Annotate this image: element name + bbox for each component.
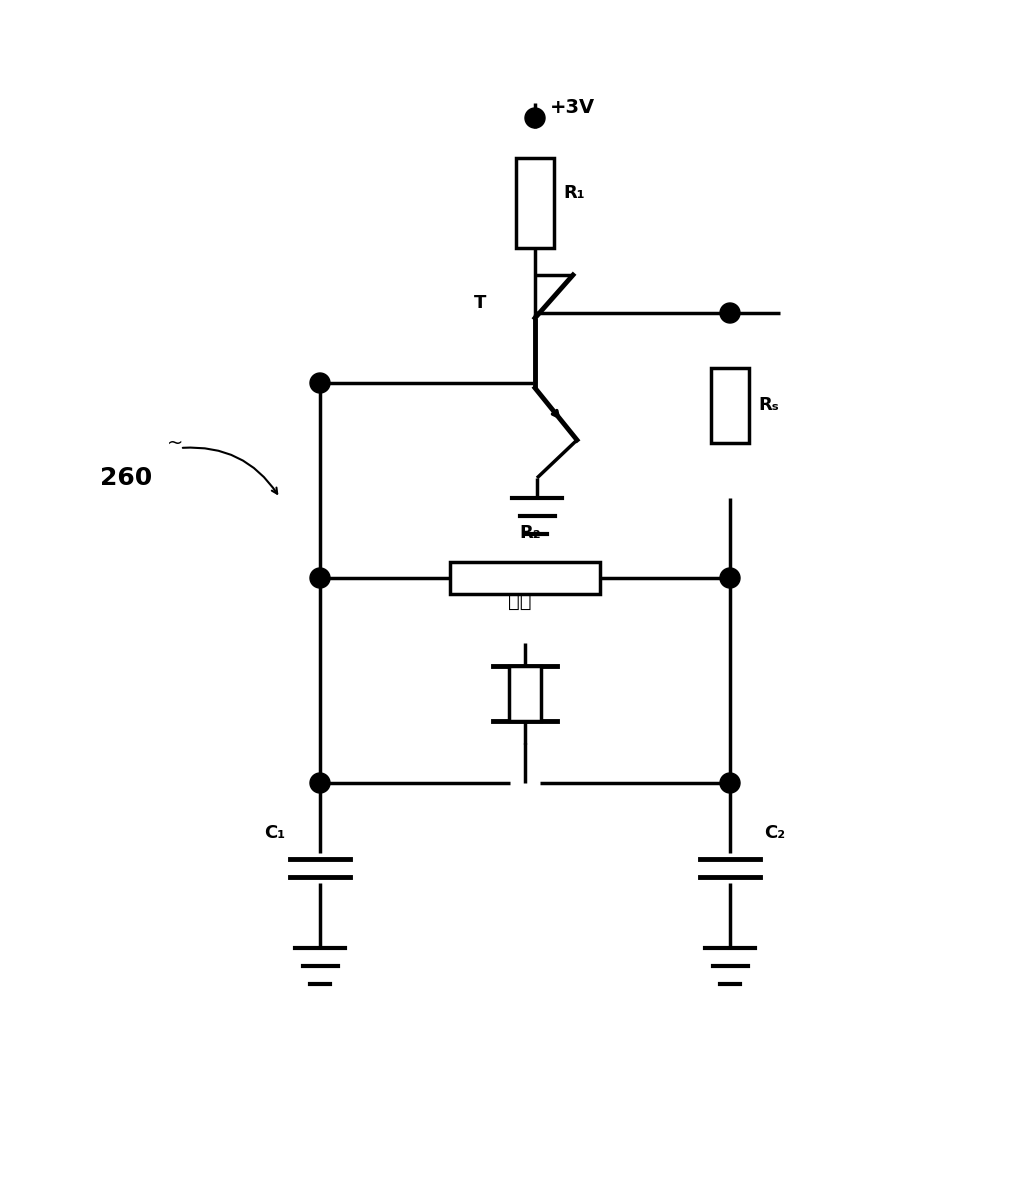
FancyBboxPatch shape [711,368,749,443]
Circle shape [310,568,330,588]
Text: R₁: R₁ [563,184,584,202]
Circle shape [525,108,545,128]
Text: T: T [473,294,487,311]
Text: R₂: R₂ [519,524,541,541]
Text: C₂: C₂ [765,824,786,842]
Circle shape [720,303,740,323]
Circle shape [310,773,330,793]
Text: 260: 260 [100,466,153,490]
Circle shape [720,568,740,588]
Text: +3V: +3V [550,98,596,117]
Text: Rₛ: Rₛ [758,397,779,415]
FancyBboxPatch shape [516,158,554,248]
Text: C₁: C₁ [265,824,286,842]
Text: 晶体: 晶体 [508,592,531,611]
FancyBboxPatch shape [450,562,600,594]
Circle shape [310,373,330,393]
Circle shape [720,773,740,793]
FancyBboxPatch shape [509,666,541,720]
Text: ~: ~ [167,434,183,453]
